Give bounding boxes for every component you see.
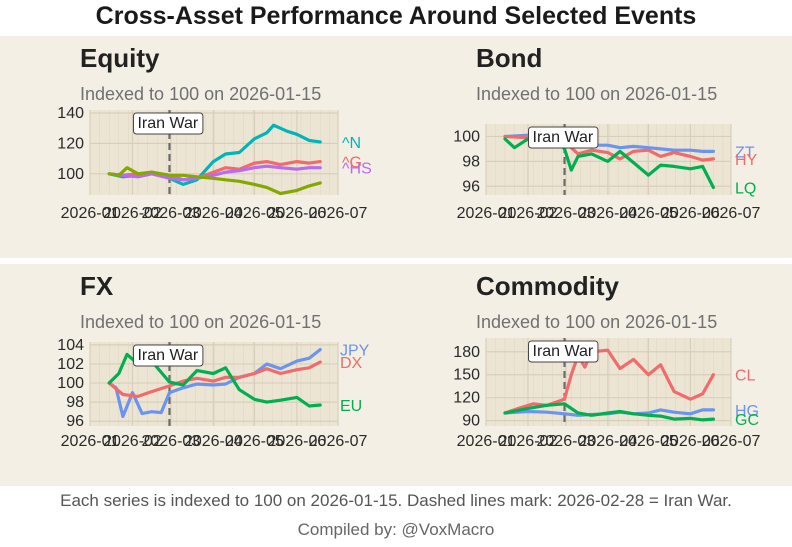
y-tick-label: 90: [462, 413, 480, 430]
series-line-gc: [503, 402, 716, 422]
x-tick-label: 2026-04: [578, 205, 637, 222]
panel-subtitle: Indexed to 100 on 2026-01-15: [80, 84, 321, 104]
event-label: Iran War: [533, 343, 594, 360]
panel-fx: FX Indexed to 100 on 2026-01-15 96 98 100 102…: [57, 271, 369, 450]
x-tick-label: 2026-06: [661, 433, 720, 450]
series-line-dxy: [107, 360, 322, 398]
y-tick-label: 96: [66, 413, 84, 430]
event-label-box: [528, 126, 599, 149]
event-label: Iran War: [137, 115, 198, 132]
x-tick-label: 2026-07: [702, 433, 761, 450]
series-end-label: GC: [735, 412, 759, 429]
y-tick-label: 140: [57, 105, 84, 122]
x-tick-label: 2026-05: [225, 205, 284, 222]
x-tick-label: 2026-01: [61, 433, 120, 450]
y-tick-label: 102: [57, 356, 84, 373]
series-end-label: LQ: [735, 181, 756, 198]
panel-commodity: Commodity Indexed to 100 on 2026-01-15 90 1…: [453, 271, 760, 450]
y-tick-label: 120: [453, 390, 480, 407]
event-label: Iran War: [533, 129, 594, 146]
x-tick-label: 2026-03: [537, 433, 596, 450]
x-tick-label: 2026-02: [499, 433, 558, 450]
event-label-box: [528, 340, 599, 363]
x-tick-label: 2026-06: [661, 205, 720, 222]
series-end-label: ZT: [735, 144, 755, 161]
x-tick-label: 2026-01: [457, 433, 516, 450]
series-end-label: ^N: [342, 135, 361, 152]
y-tick-label: 98: [66, 394, 84, 411]
series-end-label: ^G: [342, 155, 362, 172]
y-tick-label: 96: [462, 178, 480, 195]
panel-bond: Bond Indexed to 100 on 2026-01-15 96 98 100 2…: [453, 43, 760, 222]
series-line-jpy: [107, 348, 322, 419]
x-tick-label: 2026-04: [184, 205, 243, 222]
x-tick-label: 2026-02: [103, 433, 162, 450]
y-tick-label: 104: [57, 337, 84, 354]
y-tick-label: 98: [462, 153, 480, 170]
panel-title: FX: [80, 271, 114, 301]
series-line-hsi: [107, 166, 322, 196]
x-tick-label: 2026-06: [268, 433, 327, 450]
y-tick-label: 100: [57, 375, 84, 392]
series-end-label: HY: [735, 152, 758, 169]
footnote: Each series is indexed to 100 on 2026-01…: [60, 491, 732, 510]
series-end-label: CL: [735, 368, 756, 385]
series-end-label: ^HS: [342, 161, 372, 178]
x-tick-label: 2026-03: [537, 205, 596, 222]
x-tick-label: 2026-05: [619, 205, 678, 222]
event-label-box: [132, 112, 204, 135]
series-line-spx: [107, 164, 322, 182]
series-end-label: EU: [340, 398, 362, 415]
y-tick-label: 150: [453, 367, 480, 384]
x-tick-label: 2026-07: [309, 205, 368, 222]
x-tick-label: 2026-07: [309, 433, 368, 450]
panel-title: Equity: [80, 43, 160, 73]
y-tick-label: 100: [57, 166, 84, 183]
x-tick-label: 2026-02: [103, 205, 162, 222]
figure-title: Cross-Asset Performance Around Selected …: [95, 2, 697, 30]
x-tick-label: 2026-01: [457, 205, 516, 222]
credit-line: Compiled by: @VoxMacro: [297, 520, 495, 539]
x-tick-label: 2026-06: [268, 205, 327, 222]
panel-subtitle: Indexed to 100 on 2026-01-15: [476, 84, 717, 104]
y-tick-label: 180: [453, 344, 480, 361]
event-label: Iran War: [137, 347, 198, 364]
x-tick-label: 2026-03: [141, 433, 200, 450]
panel-title: Commodity: [476, 271, 620, 301]
event-label-box: [132, 344, 204, 367]
panel-subtitle: Indexed to 100 on 2026-01-15: [80, 312, 321, 332]
x-tick-label: 2026-05: [225, 433, 284, 450]
x-tick-label: 2026-07: [702, 205, 761, 222]
y-tick-label: 100: [453, 128, 480, 145]
x-tick-label: 2026-01: [61, 205, 120, 222]
x-tick-label: 2026-02: [499, 205, 558, 222]
x-tick-label: 2026-03: [141, 205, 200, 222]
x-tick-label: 2026-05: [619, 433, 678, 450]
panel-equity: Equity Indexed to 100 on 2026-01-15 100 120…: [57, 43, 371, 222]
x-tick-label: 2026-04: [184, 433, 243, 450]
panel-title: Bond: [476, 43, 542, 73]
y-tick-label: 120: [57, 135, 84, 152]
x-tick-label: 2026-04: [578, 433, 637, 450]
panel-subtitle: Indexed to 100 on 2026-01-15: [476, 312, 717, 332]
series-end-label: JPY: [340, 343, 370, 360]
series-end-label: DX: [340, 355, 363, 372]
series-end-label: HG: [735, 403, 759, 420]
